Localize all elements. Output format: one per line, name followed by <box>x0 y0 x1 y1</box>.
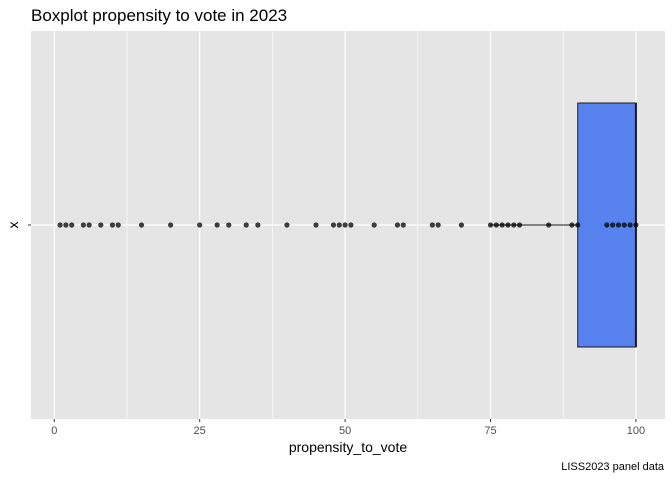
data-point <box>627 222 633 228</box>
data-point <box>546 222 552 228</box>
data-point <box>243 222 249 228</box>
y-axis-title: x <box>5 222 21 229</box>
data-point <box>197 222 203 228</box>
data-point <box>115 222 121 228</box>
data-point <box>167 222 174 228</box>
data-point <box>511 222 517 228</box>
data-point <box>458 222 465 228</box>
data-point <box>615 222 622 228</box>
x-tick-label: 100 <box>627 425 645 437</box>
data-point <box>621 222 627 228</box>
data-point <box>98 222 104 228</box>
data-point <box>400 222 406 228</box>
x-tick-label: 0 <box>51 425 57 437</box>
data-point <box>336 222 342 228</box>
data-point <box>610 222 616 228</box>
x-axis-title: propensity_to_vote <box>289 439 408 455</box>
data-point <box>226 222 232 228</box>
data-point <box>57 222 63 228</box>
data-point <box>214 222 220 228</box>
data-point <box>487 222 494 228</box>
data-point <box>80 222 86 228</box>
data-point <box>348 222 354 228</box>
data-point <box>394 222 401 228</box>
data-point <box>109 222 116 228</box>
chart-title: Boxplot propensity to vote in 2023 <box>31 6 287 25</box>
x-tick-label: 75 <box>484 425 496 437</box>
data-point <box>371 222 377 228</box>
data-point <box>604 222 610 228</box>
chart-caption: LISS2023 panel data <box>561 461 665 473</box>
data-point <box>516 222 523 228</box>
data-point <box>63 222 69 228</box>
data-point <box>138 222 145 228</box>
data-point <box>86 222 92 228</box>
data-point <box>429 222 435 228</box>
data-point <box>313 222 319 228</box>
data-point <box>342 222 348 228</box>
data-point <box>330 222 337 228</box>
data-point <box>493 222 499 228</box>
data-point <box>575 222 581 228</box>
data-point <box>499 222 505 228</box>
data-point <box>633 222 639 228</box>
x-tick-label: 25 <box>194 425 206 437</box>
data-point <box>435 222 441 228</box>
data-point <box>569 222 575 228</box>
x-tick-label: 50 <box>339 425 351 437</box>
data-points <box>57 222 639 228</box>
data-point <box>255 222 261 228</box>
data-point <box>505 222 511 228</box>
x-axis-ticks: 0 25 50 75 100 <box>51 419 645 437</box>
data-point <box>284 222 290 228</box>
data-point <box>69 222 75 228</box>
